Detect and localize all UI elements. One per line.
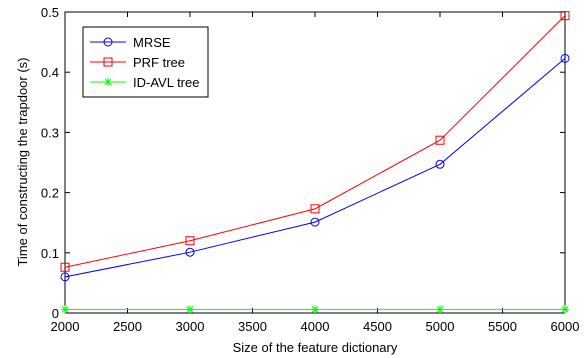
y-tick-label: 0: [52, 306, 59, 321]
y-tick-label: 0.5: [41, 5, 59, 20]
legend-marker: [104, 78, 112, 86]
data-point: [60, 262, 70, 272]
y-tick-label: 0.3: [41, 125, 59, 140]
x-tick-label: 4000: [301, 319, 330, 334]
data-point: [185, 247, 195, 257]
data-point: [310, 217, 320, 227]
legend-item: MRSE: [90, 35, 171, 50]
data-point: [560, 11, 570, 21]
data-point: [436, 305, 444, 314]
data-point: [435, 135, 445, 145]
x-tick-label: 2500: [113, 319, 142, 334]
data-point: [186, 305, 194, 314]
x-tick-label: 5500: [488, 319, 517, 334]
series-0: [60, 53, 570, 282]
series-1: [60, 11, 570, 272]
y-tick-label: 0.4: [41, 65, 59, 80]
x-axis-ticks: 2000 2500 3000 3500 4000 4500 5000 5500 6000: [51, 12, 580, 334]
y-tick-label: 0.1: [41, 246, 59, 261]
y-axis-label: Time of constructing the trapdoor (s): [15, 57, 30, 266]
data-point: [311, 305, 319, 314]
legend-marker: [103, 57, 113, 67]
legend-label: MRSE: [133, 35, 171, 50]
x-tick-label: 4500: [363, 319, 392, 334]
legend: MRSE PRF tree ID-AVL tree: [82, 26, 209, 98]
data-point: [185, 236, 195, 246]
data-point: [310, 204, 320, 214]
legend-label: ID-AVL tree: [133, 75, 199, 90]
series-2: [61, 305, 569, 314]
x-tick-label: 5000: [426, 319, 455, 334]
data-point: [61, 305, 69, 314]
series-line: [64, 15, 566, 268]
x-tick-label: 6000: [551, 319, 580, 334]
legend-item: ID-AVL tree: [90, 75, 199, 90]
y-axis-ticks: 0 0.1 0.2 0.3 0.4 0.5: [41, 5, 565, 321]
series-layer: [60, 11, 570, 314]
series-line: [64, 57, 566, 278]
legend-items: MRSE PRF tree ID-AVL tree: [90, 35, 199, 90]
x-tick-label: 2000: [51, 319, 80, 334]
legend-item: PRF tree: [90, 55, 185, 70]
legend-marker: [103, 37, 113, 47]
data-point: [561, 305, 569, 314]
x-axis-label: Size of the feature dictionary: [233, 340, 398, 355]
data-point: [435, 159, 445, 169]
x-tick-label: 3500: [238, 319, 267, 334]
y-tick-label: 0.2: [41, 186, 59, 201]
legend-label: PRF tree: [133, 55, 185, 70]
x-tick-label: 3000: [176, 319, 205, 334]
data-point: [60, 272, 70, 282]
data-point: [560, 53, 570, 63]
